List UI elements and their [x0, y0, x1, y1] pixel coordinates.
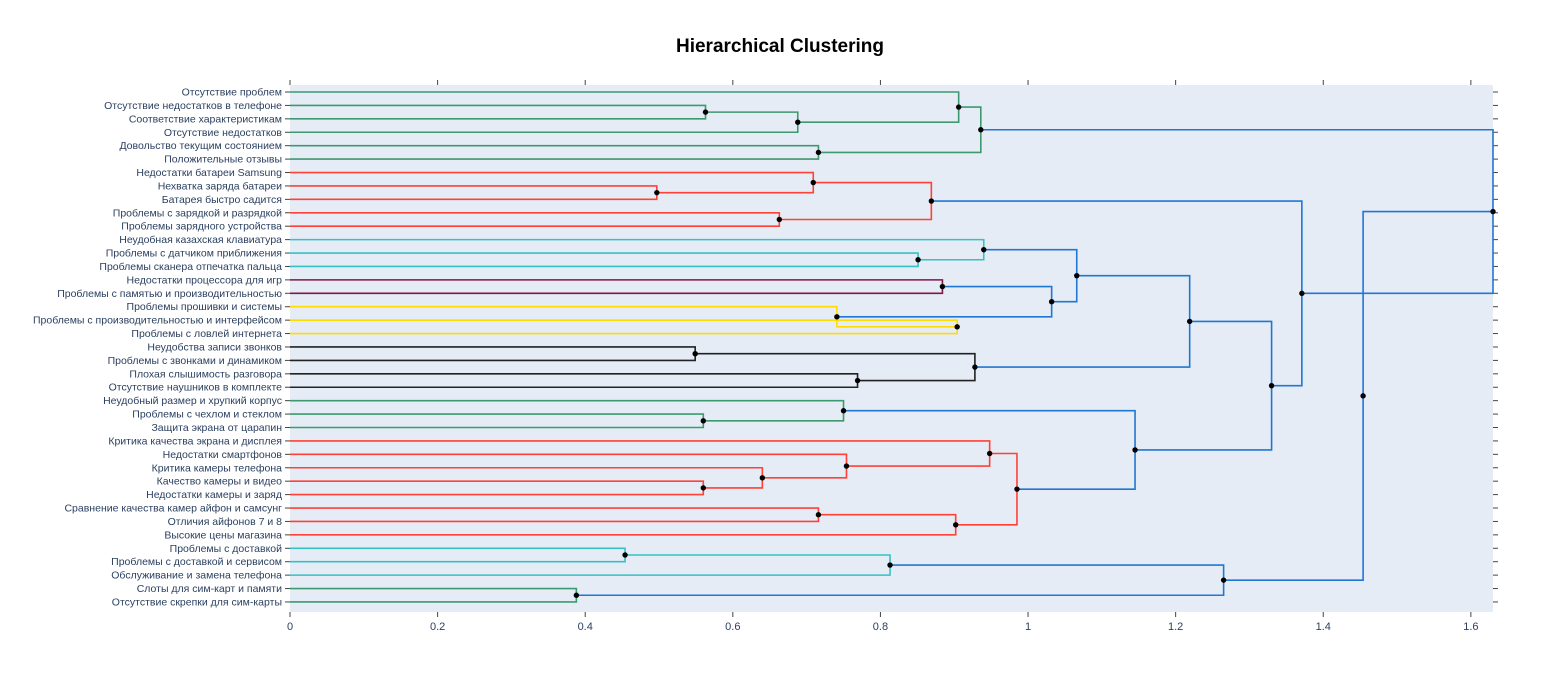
leaf-label: Неудобный размер и хрупкий корпус	[103, 395, 282, 407]
merge-point	[1186, 318, 1193, 325]
leaf-label: Проблемы прошивки и системы	[127, 301, 282, 313]
leaf-label: Отсутствие скрепки для сим-карты	[112, 596, 282, 608]
merge-point	[1360, 393, 1366, 399]
leaf-label: Сравнение качества камер айфон и самсунг	[64, 503, 282, 515]
chart-title: Hierarchical Clustering	[675, 36, 885, 57]
leaf-label: Отсутствие проблем	[182, 87, 282, 99]
merge-point	[815, 512, 822, 518]
leaf-label: Батарея быстро садится	[162, 194, 282, 206]
leaf-label: Проблемы с датчиком приближения	[106, 248, 282, 260]
merge-point	[759, 475, 766, 481]
merge-point	[700, 418, 707, 424]
leaf-label: Неудобства записи звонков	[147, 341, 282, 353]
leaf-label: Проблемы с производительностью и интерфе…	[33, 315, 282, 327]
leaf-label: Защита экрана от царапин	[151, 422, 282, 434]
leaf-label: Проблемы с зарядкой и разрядкой	[113, 207, 282, 219]
merge-point	[953, 522, 959, 528]
x-tick-label: 0.4	[578, 621, 593, 633]
merge-point	[854, 377, 861, 384]
merge-point	[1014, 486, 1020, 492]
merge-point	[776, 216, 783, 223]
leaf-label: Довольство текущим состоянием	[119, 140, 282, 152]
merge-point	[815, 149, 822, 156]
leaf-label: Недостатки батареи Samsung	[136, 167, 282, 179]
leaf-label: Отсутствие недостатков в телефоне	[104, 100, 282, 112]
leaf-label: Слоты для сим-карт и памяти	[137, 583, 282, 595]
x-tick-label: 1.2	[1168, 621, 1183, 633]
merge-point	[955, 104, 962, 110]
merge-point	[887, 562, 893, 568]
merge-point	[1268, 382, 1275, 389]
merge-point	[915, 257, 921, 263]
leaf-label: Проблемы зарядного устройства	[121, 221, 282, 233]
merge-point	[939, 283, 946, 290]
leaf-label: Нехватка заряда батареи	[158, 180, 282, 192]
leaf-label: Соответствие характеристикам	[129, 113, 282, 125]
merge-point	[843, 463, 850, 469]
merge-point	[986, 450, 993, 457]
merge-point	[1074, 272, 1080, 279]
x-tick-label: 1	[1025, 621, 1031, 633]
merge-point	[1220, 577, 1227, 583]
merge-point	[1132, 447, 1138, 453]
leaf-label: Неудобная казахская клавиатура	[119, 234, 282, 246]
leaf-label: Качество камеры и видео	[157, 476, 283, 488]
merge-point	[834, 314, 840, 320]
leaf-label: Высокие цены магазина	[164, 529, 282, 541]
merge-point	[1299, 290, 1305, 297]
merge-point	[840, 408, 847, 414]
merge-point	[928, 198, 935, 204]
merge-point	[654, 189, 660, 196]
leaf-label: Проблемы с доставкой	[170, 543, 282, 555]
x-tick-label: 0.6	[725, 621, 740, 633]
leaf-label: Проблемы с ловлей интернета	[131, 328, 282, 340]
leaf-label: Проблемы сканера отпечатка пальца	[99, 261, 282, 273]
leaf-label: Недостатки камеры и заряд	[146, 489, 282, 501]
leaf-label: Отличия айфонов 7 и 8	[168, 516, 283, 528]
merge-point	[978, 127, 984, 133]
merge-point	[1048, 298, 1055, 305]
merge-point	[1490, 208, 1496, 215]
plot-background	[290, 85, 1493, 612]
x-tick-label: 0.8	[873, 621, 888, 633]
merge-point	[700, 485, 707, 491]
x-tick-label: 0.2	[430, 621, 445, 633]
leaf-label: Отсутствие наушников в комплекте	[109, 382, 283, 394]
merge-point	[702, 109, 709, 115]
leaf-label: Недостатки смартфонов	[163, 449, 283, 461]
merge-point	[954, 324, 960, 330]
x-tick-label: 1.4	[1316, 621, 1331, 633]
leaf-label: Проблемы с звонками и динамиком	[108, 355, 282, 367]
merge-point	[981, 246, 987, 253]
leaf-label: Критика камеры телефона	[152, 462, 283, 474]
merge-point	[972, 364, 978, 370]
x-tick-label: 1.6	[1463, 621, 1478, 633]
leaf-label: Проблемы с доставкой и сервисом	[111, 556, 282, 568]
leaf-label: Плохая слышимость разговора	[129, 368, 282, 380]
merge-point	[795, 119, 801, 125]
leaf-label: Проблемы с чехлом и стеклом	[132, 409, 282, 421]
leaf-label: Критика качества экрана и дисплея	[108, 435, 282, 447]
leaf-label: Проблемы с памятью и производительностью	[57, 288, 282, 300]
leaf-label: Положительные отзывы	[164, 154, 282, 166]
merge-point	[810, 179, 816, 186]
merge-point	[573, 592, 580, 598]
leaf-label: Отсутствие недостатков	[164, 127, 283, 139]
leaf-label: Обслуживание и замена телефона	[111, 570, 282, 582]
merge-point	[692, 350, 698, 357]
leaf-label: Недостатки процессора для игр	[127, 274, 283, 286]
x-tick-label: 0	[287, 621, 293, 633]
merge-point	[622, 552, 628, 558]
